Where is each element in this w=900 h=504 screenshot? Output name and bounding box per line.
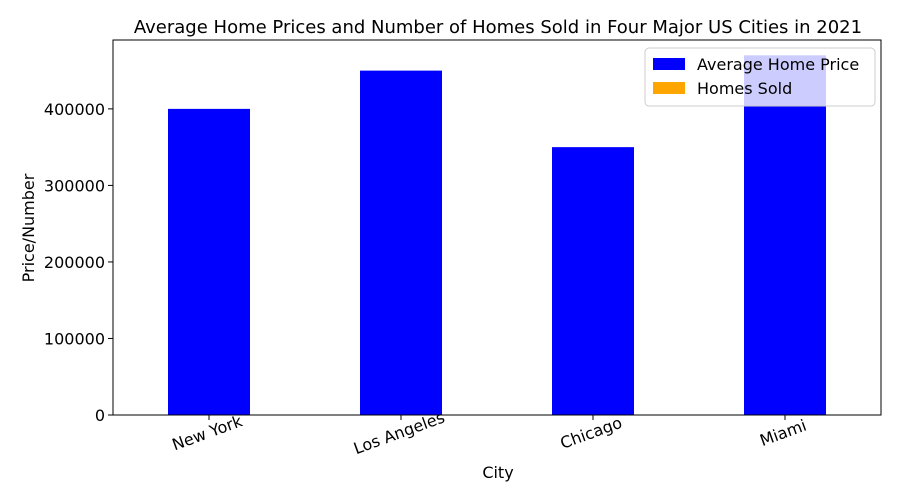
legend-box [644,47,876,107]
legend-swatch [653,82,685,94]
legend-label: Average Home Price [697,55,859,74]
bar-miami-series-0 [744,55,826,415]
x-tick-label: Chicago [558,413,625,453]
chart-title: Average Home Prices and Number of Homes … [134,17,862,38]
x-tick-label: Miami [757,416,809,450]
legend-swatch [653,58,685,70]
x-tick-label: New York [169,411,245,454]
y-tick-label: 200000 [44,253,105,272]
y-tick-label: 100000 [44,329,105,348]
legend-label: Homes Sold [697,79,792,98]
y-axis: 0 100000 200000 300000 400000 [44,100,113,425]
y-tick-label: 400000 [44,100,105,119]
bar-new-york-series-0 [168,108,250,415]
plot-frame [112,39,882,416]
x-axis-label: City [482,463,513,482]
bars-group [168,55,826,415]
bar-los-angeles-series-0 [360,70,442,415]
y-tick-label: 0 [95,406,105,425]
bar-chicago-series-0 [552,147,634,415]
y-tick-label: 300000 [44,176,105,195]
y-axis-label: Price/Number [19,173,38,282]
legend: Average Home Price Homes Sold [644,47,876,107]
